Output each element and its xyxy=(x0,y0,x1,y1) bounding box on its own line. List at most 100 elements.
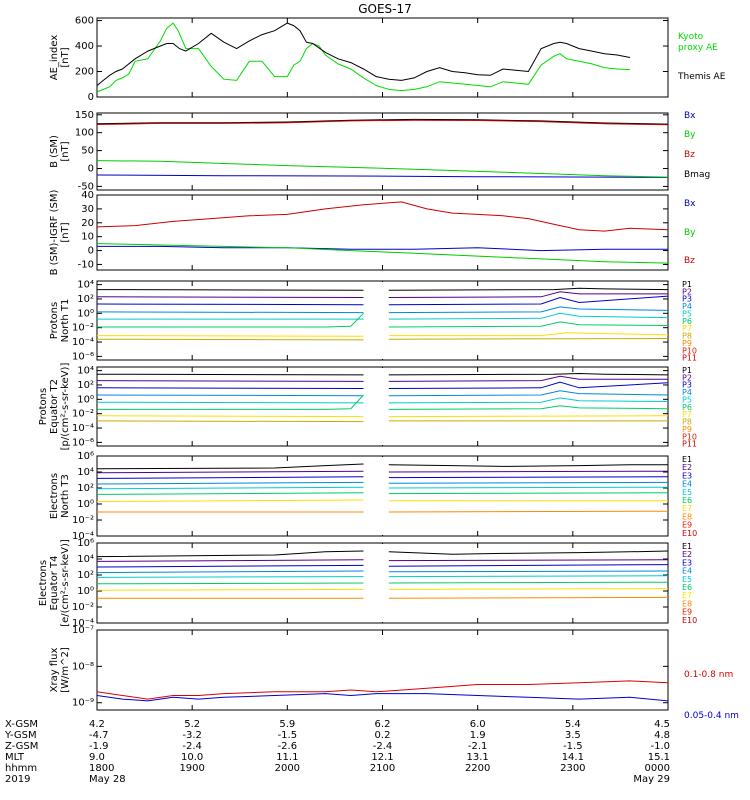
orbit-value: 1800 xyxy=(89,763,114,774)
y-axis-label: Equator T4 xyxy=(49,556,60,611)
series-line-p2 xyxy=(388,375,668,382)
legend-entry: E8 xyxy=(682,512,692,521)
orbit-value: 2200 xyxy=(465,763,490,774)
series-line-p7 xyxy=(96,415,364,418)
legend-entry: Bz xyxy=(684,150,695,160)
legend-entry: Bx xyxy=(684,111,696,121)
orbit-value: -1.5 xyxy=(563,741,583,752)
series-line-e8 xyxy=(388,510,669,513)
panel-xray: 10⁻⁹ 10⁻⁸ 10⁻⁷ Xray flux [W/m^2] 0.1-0.8 nm 0.… xyxy=(49,625,739,721)
series-line-by xyxy=(96,160,669,178)
legend-entry: E1 xyxy=(682,455,692,464)
legend-entry: E3 xyxy=(682,471,692,480)
series-line-p5 xyxy=(388,312,669,320)
panel-bigrf: -10 0 10 20 30 40 B (SM)-IGRF (SM) [nT] Bx By Bz xyxy=(49,190,696,276)
legend-entry: P4 xyxy=(682,388,692,397)
y-tick-label: -50 xyxy=(78,181,94,192)
orbit-row-label: Z-GSM xyxy=(5,741,38,752)
legend-entry: E7 xyxy=(682,591,692,600)
y-axis-label: [p/(cm²-s-sr-keV)] xyxy=(60,363,71,451)
orbit-value: 11.1 xyxy=(276,752,298,763)
orbit-value: -2.6 xyxy=(278,741,298,752)
series-line-p2 xyxy=(388,291,668,298)
orbit-value: 3.5 xyxy=(565,730,581,741)
data-gap xyxy=(367,457,387,535)
series-line-bx xyxy=(96,174,669,178)
orbit-value: 5.2 xyxy=(184,719,200,730)
y-tick-label: 10² xyxy=(77,294,94,305)
panel-ee: 10⁻⁴ 10⁻² 10⁰ 10² 10⁴ 10⁶ Electrons Equator T4[… xyxy=(38,538,697,629)
series-line-p7 xyxy=(388,332,669,337)
series-line-e3 xyxy=(388,564,669,567)
series-line-e5 xyxy=(96,486,364,490)
y-tick-label: 10² xyxy=(77,380,94,391)
y-tick-label: 10⁴ xyxy=(77,554,94,565)
legend-entry: P5 xyxy=(682,395,692,404)
legend-entry: Kyoto xyxy=(678,32,704,42)
y-axis-label: AE_index xyxy=(49,35,60,81)
legend-entry: proxy AE xyxy=(678,43,718,53)
y-tick-label: 10⁻⁶ xyxy=(72,437,94,448)
series-line-p8 xyxy=(96,420,364,423)
series-line-p8 xyxy=(96,338,364,341)
legend-entry: P8 xyxy=(682,332,692,341)
series-line-p1 xyxy=(388,372,669,376)
y-axis-label: North T1 xyxy=(60,299,71,343)
legend-entry: E6 xyxy=(682,496,692,505)
legend-entry: P4 xyxy=(682,302,692,311)
orbit-value: 6.0 xyxy=(470,719,486,730)
legend-entry: P2 xyxy=(682,287,692,296)
legend-entry: E2 xyxy=(682,463,692,472)
legend-entry: By xyxy=(684,130,696,140)
orbit-row-label: 2019 xyxy=(5,774,30,785)
panel-pn: 10⁻⁶ 10⁻⁴ 10⁻² 10⁰ 10² 10⁴ Protons North T1 P1P2… xyxy=(49,280,697,363)
legend-entry: 0.05-0.4 nm xyxy=(684,711,739,721)
legend-entry: P1 xyxy=(682,366,692,375)
y-tick-label: 0 xyxy=(88,164,94,175)
legend-entry: E10 xyxy=(682,616,697,625)
y-tick-label: 10⁻² xyxy=(72,323,94,334)
orbit-value: -2.4 xyxy=(373,741,393,752)
y-tick-label: 200 xyxy=(75,67,94,78)
series-line-p3 xyxy=(96,387,364,389)
orbit-value: 4.2 xyxy=(89,719,105,730)
orbit-value: 10.0 xyxy=(181,752,203,763)
y-tick-label: 10⁻⁴ xyxy=(72,337,94,348)
series-line-e2 xyxy=(96,559,364,562)
y-axis-label: Equator T2 xyxy=(49,379,60,434)
series-line-p6 xyxy=(388,321,669,328)
y-axis-label: Electrons xyxy=(49,473,60,519)
legend-entry: P11 xyxy=(682,440,697,449)
orbit-value: May 28 xyxy=(89,774,126,785)
legend-entry: E10 xyxy=(682,529,697,538)
orbit-value: 15.1 xyxy=(648,752,670,763)
series-line-p6 xyxy=(388,405,669,410)
legend-entry: P6 xyxy=(682,403,692,412)
orbit-value: -2.4 xyxy=(182,741,202,752)
panel-frame xyxy=(96,17,669,98)
series-line-p4 xyxy=(388,390,669,397)
legend-entry: P11 xyxy=(682,354,697,363)
orbit-row-label: hhmm xyxy=(5,763,37,774)
data-gap xyxy=(367,368,387,445)
y-tick-label: 50 xyxy=(81,146,94,157)
legend-entry: P10 xyxy=(682,432,697,441)
data-gap xyxy=(367,282,387,359)
y-tick-label: 10 xyxy=(81,232,94,243)
y-axis-label: [W/m^2] xyxy=(60,647,71,693)
orbit-value: -1.5 xyxy=(278,730,298,741)
legend-entry: P2 xyxy=(682,373,692,382)
orbit-value: 5.9 xyxy=(279,719,295,730)
y-tick-label: 10⁶ xyxy=(77,538,94,549)
legend-entry: E3 xyxy=(682,558,692,567)
y-axis-label: [e/(cm²-s-sr-keV)] xyxy=(60,539,71,627)
y-tick-label: 10⁻⁸ xyxy=(72,661,94,672)
orbit-value: 0.2 xyxy=(375,730,391,741)
legend-entry: E7 xyxy=(682,504,692,513)
y-tick-label: 30 xyxy=(81,204,94,215)
y-axis-label: [nT] xyxy=(60,141,71,161)
y-tick-label: 10⁰ xyxy=(77,394,94,405)
series-line-themis-ae xyxy=(96,22,630,86)
